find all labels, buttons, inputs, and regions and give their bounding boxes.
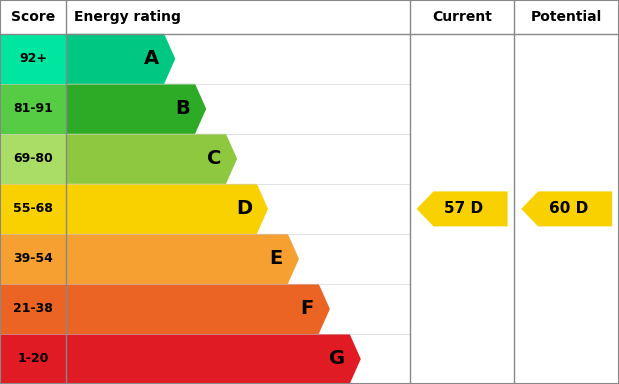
Text: F: F bbox=[301, 300, 314, 318]
Text: 60 D: 60 D bbox=[549, 201, 588, 217]
Text: Potential: Potential bbox=[531, 10, 602, 24]
Polygon shape bbox=[521, 191, 612, 227]
Text: 21-38: 21-38 bbox=[13, 303, 53, 315]
Polygon shape bbox=[66, 84, 206, 134]
Polygon shape bbox=[0, 284, 66, 334]
Polygon shape bbox=[0, 234, 66, 284]
Text: G: G bbox=[329, 349, 345, 369]
Text: E: E bbox=[270, 250, 283, 268]
Polygon shape bbox=[0, 84, 66, 134]
Text: C: C bbox=[207, 149, 221, 168]
Text: Energy rating: Energy rating bbox=[74, 10, 181, 24]
Text: D: D bbox=[236, 199, 252, 218]
Polygon shape bbox=[66, 284, 330, 334]
Polygon shape bbox=[66, 234, 299, 284]
Text: 69-80: 69-80 bbox=[13, 152, 53, 166]
Polygon shape bbox=[66, 334, 361, 384]
Polygon shape bbox=[0, 334, 66, 384]
Text: 1-20: 1-20 bbox=[17, 353, 49, 366]
Text: 81-91: 81-91 bbox=[13, 103, 53, 115]
Polygon shape bbox=[66, 184, 268, 234]
Polygon shape bbox=[0, 184, 66, 234]
Text: 92+: 92+ bbox=[19, 52, 47, 65]
Polygon shape bbox=[66, 134, 237, 184]
Text: A: A bbox=[144, 49, 159, 68]
Polygon shape bbox=[417, 191, 508, 227]
Text: 39-54: 39-54 bbox=[13, 252, 53, 265]
Text: 57 D: 57 D bbox=[444, 201, 483, 217]
Polygon shape bbox=[66, 34, 175, 84]
Text: Current: Current bbox=[432, 10, 492, 24]
Text: B: B bbox=[175, 99, 190, 118]
Polygon shape bbox=[0, 34, 66, 84]
Text: 55-68: 55-68 bbox=[13, 202, 53, 215]
Text: Score: Score bbox=[11, 10, 55, 24]
Polygon shape bbox=[0, 134, 66, 184]
